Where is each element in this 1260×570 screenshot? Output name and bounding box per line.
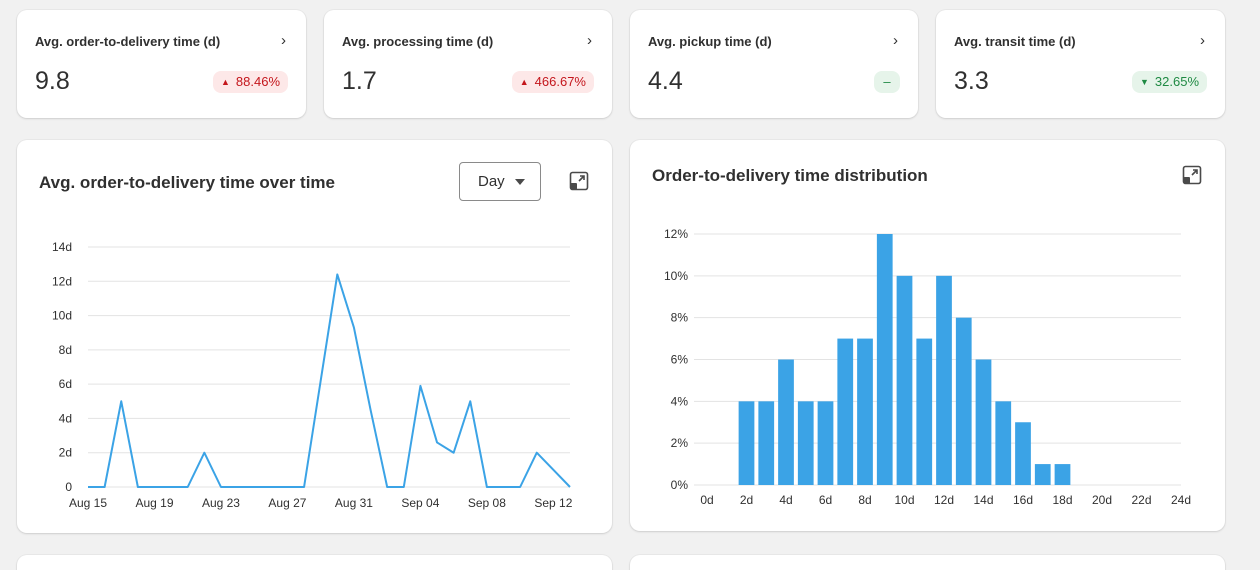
y-tick-label: 12d (52, 274, 72, 288)
kpi-title: Avg. order-to-delivery time (d) (35, 34, 221, 49)
lower-card-left (17, 555, 612, 570)
x-tick-label: 22d (1131, 493, 1151, 507)
trend-change: 32.65% (1154, 74, 1199, 89)
kpi-card-order-to-delivery[interactable]: Avg. order-to-delivery time (d) › 9.8 ▲ 8… (17, 10, 306, 118)
kpi-title: Avg. processing time (d) (342, 34, 494, 49)
y-tick-label: 6% (671, 353, 689, 367)
kpi-value: 3.3 (954, 67, 989, 95)
x-tick-label: 0d (700, 493, 713, 507)
bar-chart: 0% 2% 4% 6% 8% 10% 12% 0d 2d 4d 6d 8d 10d 12d 14d 16d 18… (664, 227, 1191, 507)
kpi-value: 9.8 (35, 67, 70, 95)
x-tick-label: 4d (779, 493, 792, 507)
arrow-up-icon: ▲ (220, 77, 230, 87)
period-select[interactable]: Day (459, 162, 541, 201)
lower-card-right (630, 555, 1225, 570)
line-chart-card: Avg. order-to-delivery time over time Da… (17, 140, 612, 533)
bar (955, 317, 972, 485)
kpi-value: 1.7 (342, 67, 377, 95)
bar (1015, 422, 1031, 485)
kpi-card-processing[interactable]: Avg. processing time (d) › 1.7 ▲ 466.67% (324, 10, 612, 118)
trend-change: 88.46% (235, 74, 280, 89)
x-tick-label: Sep 12 (534, 496, 572, 510)
caret-down-icon (514, 178, 525, 185)
x-tick-label: 12d (934, 493, 954, 507)
bar (797, 401, 814, 485)
x-tick-label: Aug 15 (69, 496, 107, 510)
x-tick-label: 14d (973, 493, 993, 507)
x-tick-label: Aug 27 (268, 496, 306, 510)
y-tick-label: 10d (52, 309, 72, 323)
trend-badge: ▼ 32.65% (1131, 71, 1207, 93)
y-tick-label: 0% (671, 478, 689, 492)
bar (837, 338, 854, 485)
bar (936, 275, 952, 485)
bar (778, 359, 794, 485)
bar (896, 275, 913, 485)
chevron-right-icon[interactable]: › (893, 32, 898, 49)
kpi-value: 4.4 (648, 67, 683, 95)
bar-chart-card: Order-to-delivery time distribution 0% 2%… (630, 140, 1225, 531)
x-tick-label: 8d (858, 493, 871, 507)
bar (995, 401, 1012, 485)
chevron-right-icon[interactable]: › (281, 32, 286, 49)
bar (817, 401, 834, 485)
y-tick-label: 10% (664, 269, 688, 283)
y-tick-label: 0 (65, 480, 72, 494)
chevron-right-icon[interactable]: › (587, 32, 592, 49)
series-line (88, 273, 571, 488)
x-tick-label: 2d (740, 493, 753, 507)
bar (857, 338, 873, 485)
y-tick-label: 6d (59, 377, 72, 391)
period-select-value: Day (478, 173, 505, 190)
chevron-right-icon[interactable]: › (1200, 32, 1205, 49)
y-tick-label: 2d (59, 446, 72, 460)
bar (876, 234, 893, 485)
trend-badge: – (874, 71, 900, 93)
x-tick-label: Aug 31 (335, 496, 373, 510)
y-tick-label: 4d (59, 411, 72, 425)
x-tick-label: Sep 08 (468, 496, 506, 510)
x-tick-label: 6d (819, 493, 832, 507)
x-tick-label: 18d (1052, 493, 1072, 507)
y-tick-label: 12% (664, 227, 688, 241)
arrow-down-icon: ▼ (1139, 77, 1149, 87)
trend-change: 466.67% (534, 74, 586, 89)
y-tick-label: 14d (52, 240, 72, 254)
bar (1034, 464, 1051, 485)
y-tick-label: 2% (671, 436, 689, 450)
bar (916, 338, 933, 485)
y-tick-label: 8% (671, 311, 689, 325)
x-tick-label: 24d (1171, 493, 1191, 507)
kpi-title: Avg. pickup time (d) (648, 34, 772, 49)
bar (1054, 464, 1071, 485)
y-tick-label: 8d (59, 343, 72, 357)
bar-chart-title: Order-to-delivery time distribution (652, 166, 928, 185)
x-tick-label: 16d (1013, 493, 1033, 507)
trend-badge: ▲ 88.46% (212, 71, 288, 93)
bar (738, 401, 755, 485)
x-tick-label: Sep 04 (401, 496, 439, 510)
arrow-up-icon: ▲ (519, 77, 529, 87)
expand-icon[interactable] (569, 171, 589, 191)
bar (975, 359, 992, 485)
line-chart-title: Avg. order-to-delivery time over time (39, 173, 336, 192)
x-tick-label: Aug 23 (202, 496, 240, 510)
kpi-card-transit[interactable]: Avg. transit time (d) › 3.3 ▼ 32.65% (936, 10, 1225, 118)
x-tick-label: 20d (1092, 493, 1112, 507)
x-tick-label: 10d (894, 493, 914, 507)
expand-icon[interactable] (1182, 165, 1202, 185)
y-tick-label: 4% (671, 394, 689, 408)
bar (758, 401, 775, 485)
kpi-card-pickup[interactable]: Avg. pickup time (d) › 4.4 – (630, 10, 918, 118)
kpi-title: Avg. transit time (d) (954, 34, 1076, 49)
x-tick-label: Aug 19 (135, 496, 173, 510)
trend-badge: ▲ 466.67% (511, 71, 594, 93)
line-chart: 0 2d 4d 6d 8d 10d 12d 14d Aug 15 Aug 19 Aug 23 Aug … (52, 240, 573, 510)
